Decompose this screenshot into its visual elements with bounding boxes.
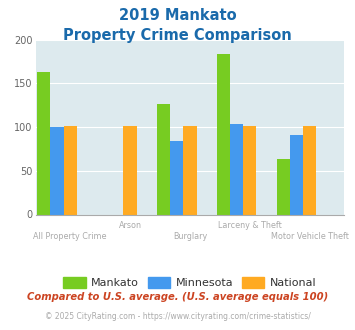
Bar	[170, 141, 183, 214]
Text: 2019 Mankato: 2019 Mankato	[119, 8, 236, 23]
Text: All Property Crime: All Property Crime	[33, 232, 107, 241]
Text: Larceny & Theft: Larceny & Theft	[218, 221, 282, 230]
Bar	[64, 126, 77, 214]
Bar	[277, 158, 290, 215]
Bar	[50, 127, 64, 214]
Text: Arson: Arson	[119, 221, 142, 230]
Bar	[303, 126, 316, 214]
Text: Burglary: Burglary	[173, 232, 207, 241]
Bar	[183, 126, 197, 214]
Text: © 2025 CityRating.com - https://www.cityrating.com/crime-statistics/: © 2025 CityRating.com - https://www.city…	[45, 312, 310, 321]
Bar	[124, 126, 137, 214]
Text: Compared to U.S. average. (U.S. average equals 100): Compared to U.S. average. (U.S. average …	[27, 292, 328, 302]
Bar	[37, 72, 50, 215]
Legend: Mankato, Minnesota, National: Mankato, Minnesota, National	[59, 273, 321, 292]
Bar	[243, 126, 256, 214]
Bar	[230, 123, 243, 214]
Bar	[157, 104, 170, 214]
Text: Property Crime Comparison: Property Crime Comparison	[63, 28, 292, 43]
Text: Motor Vehicle Theft: Motor Vehicle Theft	[271, 232, 349, 241]
Bar	[290, 135, 303, 214]
Bar	[217, 54, 230, 214]
